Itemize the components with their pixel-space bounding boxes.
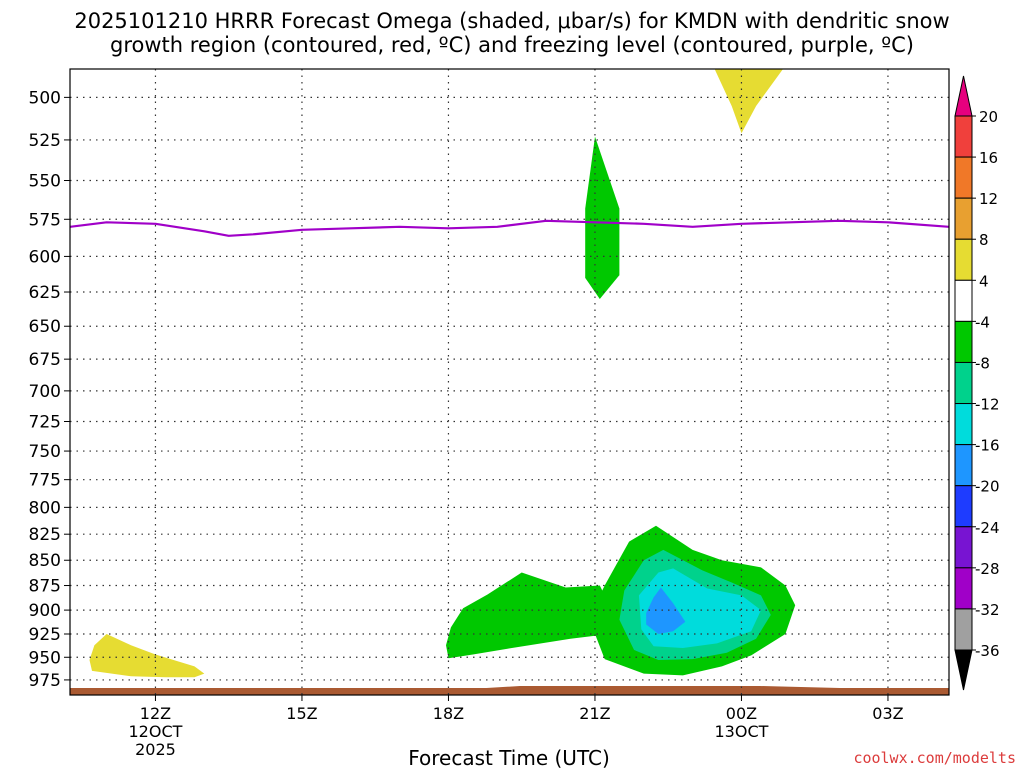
x-tick-label: 00Z bbox=[726, 704, 757, 723]
colorbar-bottom-arrow bbox=[954, 649, 973, 691]
surface-band bbox=[70, 688, 949, 695]
surface-bump bbox=[470, 686, 840, 689]
x-tick-date-label: 12OCT bbox=[129, 722, 183, 741]
y-tick-label: 875 bbox=[29, 577, 61, 597]
colorbar-label: -4 bbox=[975, 313, 990, 331]
y-tick-label: 950 bbox=[29, 648, 61, 668]
x-tick-label: 18Z bbox=[433, 704, 464, 723]
x-tick-label: 15Z bbox=[286, 704, 317, 723]
colorbar-label: -20 bbox=[975, 478, 1000, 496]
credit-text: coolwx.com/modelts bbox=[853, 749, 1016, 767]
colorbar-swatch bbox=[954, 485, 973, 528]
colorbar-swatch bbox=[954, 444, 973, 487]
colorbar-swatch bbox=[954, 197, 973, 240]
omega-region-1 bbox=[714, 69, 783, 134]
chart-title-line1: 2025101210 HRRR Forecast Omega (shaded, … bbox=[74, 9, 949, 33]
colorbar-swatch bbox=[954, 608, 973, 651]
colorbar-label: -28 bbox=[975, 560, 1000, 578]
y-tick-label: 625 bbox=[29, 283, 61, 303]
colorbar-top-arrow bbox=[954, 75, 973, 117]
y-tick-label: 525 bbox=[29, 131, 61, 151]
omega-region-3 bbox=[446, 572, 610, 659]
colorbar-swatch bbox=[954, 115, 973, 158]
y-tick-label: 825 bbox=[29, 525, 61, 545]
gridlines bbox=[70, 69, 949, 695]
y-tick-label: 675 bbox=[29, 350, 61, 370]
colorbar-label: -32 bbox=[975, 601, 1000, 619]
surface-band-group bbox=[70, 686, 949, 695]
colorbar-swatch bbox=[954, 403, 973, 446]
colorbar-label: 8 bbox=[979, 231, 989, 249]
omega-region-0 bbox=[89, 634, 205, 678]
y-tick-label: 775 bbox=[29, 471, 61, 491]
colorbar-label: -36 bbox=[975, 642, 1000, 660]
colorbar-label: 4 bbox=[979, 272, 989, 290]
series-lines bbox=[70, 219, 949, 237]
colorbar-swatch bbox=[954, 156, 973, 199]
colorbar-swatch bbox=[954, 320, 973, 363]
colorbar-label: -16 bbox=[975, 437, 1000, 455]
freezing-level-line bbox=[70, 219, 949, 237]
x-tick-label: 21Z bbox=[579, 704, 610, 723]
omega-region-2 bbox=[585, 136, 620, 299]
y-tick-label: 750 bbox=[29, 442, 61, 462]
plot-frame bbox=[69, 68, 950, 696]
y-tick-label: 700 bbox=[29, 382, 61, 402]
colorbar-label: -12 bbox=[975, 396, 1000, 414]
colorbar-label: 16 bbox=[979, 149, 998, 167]
y-tick-label: 800 bbox=[29, 498, 61, 518]
omega-shading bbox=[89, 69, 796, 678]
y-tick-label: 925 bbox=[29, 625, 61, 645]
colorbar-swatch bbox=[954, 238, 973, 281]
colorbar-label: 20 bbox=[979, 108, 998, 126]
x-tick-year-label: 2025 bbox=[135, 740, 176, 759]
x-axis-label: Forecast Time (UTC) bbox=[408, 746, 610, 768]
y-tick-label: 575 bbox=[29, 210, 61, 230]
y-tick-label: 500 bbox=[29, 88, 61, 108]
y-tick-label: 975 bbox=[29, 671, 61, 691]
y-tick-label: 650 bbox=[29, 317, 61, 337]
colorbar-label: -8 bbox=[975, 354, 990, 372]
colorbar-swatch bbox=[954, 361, 973, 405]
chart-title-line2: growth region (contoured, red, ºC) and f… bbox=[110, 33, 914, 57]
colorbar-label: 12 bbox=[979, 190, 998, 208]
colorbar-label: -24 bbox=[975, 519, 1000, 537]
colorbar-swatch bbox=[954, 567, 973, 610]
x-tick-date-label: 13OCT bbox=[715, 722, 769, 741]
x-tick-label: 12Z bbox=[140, 704, 171, 723]
y-tick-label: 600 bbox=[29, 247, 61, 267]
y-tick-label: 850 bbox=[29, 551, 61, 571]
y-tick-label: 550 bbox=[29, 172, 61, 192]
colorbar-swatch bbox=[954, 526, 973, 569]
omega-region-7 bbox=[646, 587, 686, 634]
colorbar: 20 16 12 8 4 -4 -8 -12 -16 -20 -24 -28 -32 -36 bbox=[954, 75, 1000, 691]
y-tick-label: 725 bbox=[29, 412, 61, 432]
x-tick-label: 03Z bbox=[872, 704, 903, 723]
y-tick-label: 900 bbox=[29, 601, 61, 621]
y-axis: 500 525 550 575 600 625 650 675 700 725 750 775 800 8… bbox=[29, 88, 70, 691]
colorbar-swatch bbox=[954, 279, 973, 322]
